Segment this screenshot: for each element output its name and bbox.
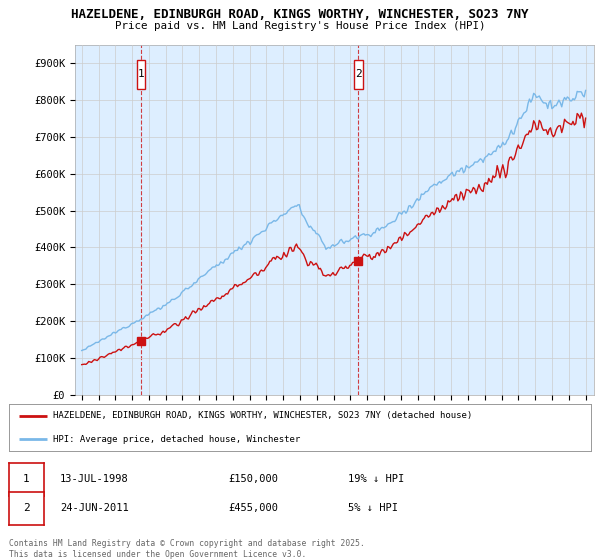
Text: 1: 1 <box>137 69 145 80</box>
Text: 1: 1 <box>23 474 30 484</box>
Text: HAZELDENE, EDINBURGH ROAD, KINGS WORTHY, WINCHESTER, SO23 7NY: HAZELDENE, EDINBURGH ROAD, KINGS WORTHY,… <box>71 8 529 21</box>
Text: 19% ↓ HPI: 19% ↓ HPI <box>348 474 404 484</box>
Text: 13-JUL-1998: 13-JUL-1998 <box>60 474 129 484</box>
Text: HAZELDENE, EDINBURGH ROAD, KINGS WORTHY, WINCHESTER, SO23 7NY (detached house): HAZELDENE, EDINBURGH ROAD, KINGS WORTHY,… <box>53 412 472 421</box>
Text: 24-JUN-2011: 24-JUN-2011 <box>60 503 129 514</box>
Text: 2: 2 <box>355 69 362 80</box>
Text: HPI: Average price, detached house, Winchester: HPI: Average price, detached house, Winc… <box>53 435 300 444</box>
Text: £455,000: £455,000 <box>228 503 278 514</box>
Text: 5% ↓ HPI: 5% ↓ HPI <box>348 503 398 514</box>
Text: £150,000: £150,000 <box>228 474 278 484</box>
Text: Price paid vs. HM Land Registry's House Price Index (HPI): Price paid vs. HM Land Registry's House … <box>115 21 485 31</box>
Text: 2: 2 <box>23 503 30 514</box>
FancyBboxPatch shape <box>137 59 145 89</box>
FancyBboxPatch shape <box>354 59 362 89</box>
Bar <box>141 45 358 395</box>
Text: Contains HM Land Registry data © Crown copyright and database right 2025.
This d: Contains HM Land Registry data © Crown c… <box>9 539 365 559</box>
